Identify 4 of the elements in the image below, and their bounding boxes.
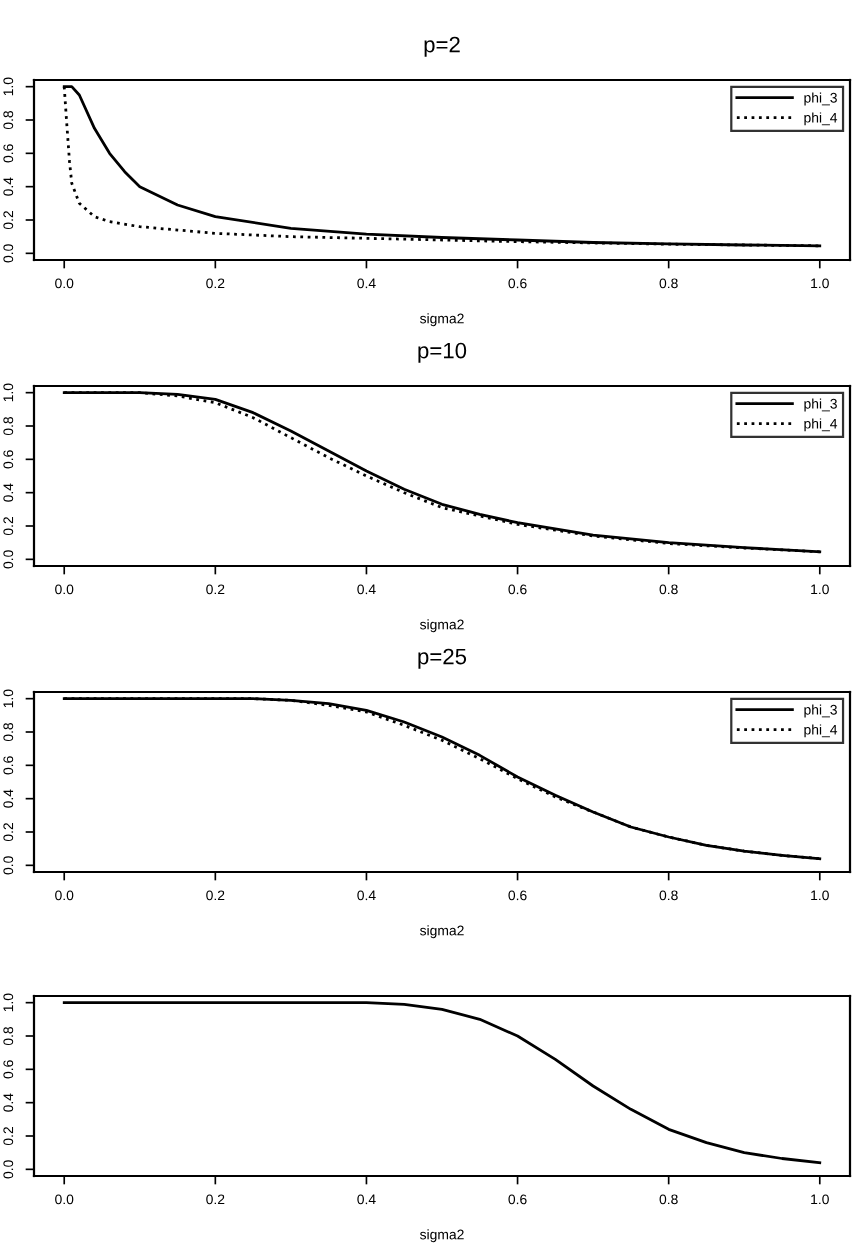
chart-title: p=2	[424, 36, 460, 57]
line-series	[62, 1001, 822, 1165]
chart-title: p=25	[418, 648, 467, 669]
chart-title: p=10	[418, 342, 467, 363]
